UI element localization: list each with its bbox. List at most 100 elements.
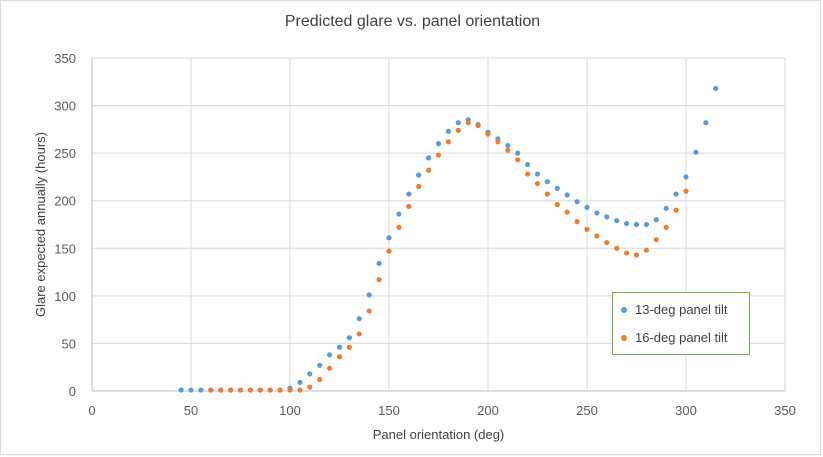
data-point-series-2 (267, 387, 273, 393)
x-tick-label: 100 (279, 403, 301, 418)
data-point-series-1 (564, 192, 570, 198)
data-point-series-2 (485, 131, 491, 137)
data-point-series-2 (257, 387, 263, 393)
data-point-series-1 (643, 221, 650, 228)
data-point-series-1 (426, 155, 432, 161)
data-point-series-1 (416, 172, 422, 178)
x-tick-label: 150 (378, 403, 400, 418)
legend-item-series-1: 13-deg panel tilt (621, 302, 728, 317)
data-point-series-1 (346, 335, 352, 341)
data-point-series-1 (435, 141, 442, 147)
y-tick-label: 100 (54, 289, 76, 304)
x-tick-label: 300 (675, 403, 697, 418)
x-tick-label: 250 (576, 403, 598, 418)
data-point-series-2 (554, 201, 560, 208)
data-point-series-2 (564, 209, 570, 215)
data-point-series-2 (445, 139, 451, 145)
data-point-series-1 (544, 179, 551, 185)
data-point-series-1 (554, 185, 560, 191)
data-point-series-1 (336, 344, 343, 350)
data-point-series-2 (515, 157, 521, 163)
legend-label-series-2: 16-deg panel tilt (635, 330, 728, 345)
legend-item-series-2: 16-deg panel tilt (621, 330, 728, 345)
data-point-series-1 (713, 85, 719, 92)
data-point-series-2 (525, 171, 531, 177)
data-point-series-1 (703, 120, 709, 126)
data-point-series-2 (643, 247, 650, 253)
data-point-series-1 (633, 221, 640, 228)
x-tick-label: 350 (774, 403, 796, 418)
data-point-series-1 (297, 379, 303, 386)
data-point-series-1 (327, 352, 333, 358)
data-point-series-2 (584, 226, 590, 232)
data-point-series-1 (198, 387, 204, 393)
data-point-series-1 (406, 191, 412, 197)
data-point-series-2 (624, 250, 630, 256)
data-point-series-2 (237, 387, 244, 393)
data-point-series-2 (327, 365, 333, 371)
data-point-series-2 (287, 387, 293, 393)
data-point-series-1 (604, 214, 610, 220)
legend-label-series-1: 13-deg panel tilt (635, 302, 728, 317)
y-tick-label: 300 (54, 99, 76, 114)
y-tick-label: 50 (62, 336, 76, 351)
data-point-series-2 (544, 191, 551, 197)
data-point-series-1 (178, 387, 184, 393)
data-point-series-1 (594, 210, 600, 216)
data-point-series-1 (683, 174, 689, 180)
y-axis-title: Glare expected annually (hours) (33, 132, 48, 317)
legend-marker-series-1 (621, 306, 627, 313)
y-tick-label: 150 (54, 241, 76, 256)
data-point-series-2 (376, 277, 382, 283)
x-axis-title: Panel orientation (deg) (373, 427, 505, 442)
data-point-series-2 (218, 387, 224, 393)
data-point-series-1 (663, 205, 669, 211)
data-point-series-1 (505, 142, 511, 149)
data-point-series-2 (416, 183, 422, 190)
data-point-series-1 (376, 260, 382, 267)
data-point-series-2 (208, 387, 214, 393)
legend-marker-series-2 (621, 334, 627, 341)
data-point-series-2 (297, 387, 303, 393)
data-point-series-2 (336, 354, 343, 360)
data-point-series-2 (673, 207, 679, 213)
data-point-series-2 (505, 147, 511, 153)
data-point-series-1 (584, 204, 590, 210)
data-point-series-1 (396, 211, 402, 217)
data-point-series-2 (356, 331, 362, 337)
data-point-series-2 (307, 384, 313, 390)
y-tick-label: 350 (54, 51, 76, 66)
data-point-series-1 (525, 161, 531, 168)
data-point-series-1 (386, 235, 392, 241)
data-point-series-2 (386, 248, 392, 254)
data-point-series-2 (346, 344, 352, 350)
data-point-series-2 (495, 139, 501, 145)
data-point-series-1 (356, 316, 362, 322)
data-point-series-2 (317, 376, 323, 383)
data-point-series-2 (604, 239, 610, 246)
data-point-series-2 (228, 387, 234, 393)
data-point-series-2 (683, 188, 689, 194)
data-point-series-1 (515, 150, 521, 156)
data-point-series-2 (614, 245, 620, 251)
data-point-series-1 (188, 387, 194, 393)
data-point-series-2 (396, 224, 402, 230)
data-point-series-1 (653, 217, 659, 223)
data-point-series-2 (406, 203, 412, 210)
legend: 13-deg panel tilt 16-deg panel tilt (612, 292, 750, 355)
data-point-series-2 (534, 180, 541, 187)
x-tick-label: 200 (477, 403, 499, 418)
data-point-series-1 (366, 292, 372, 298)
data-point-series-2 (465, 120, 471, 126)
data-point-series-1 (693, 149, 699, 155)
chart-title: Predicted glare vs. panel orientation (284, 13, 541, 30)
y-tick-label: 200 (54, 194, 76, 209)
data-point-series-1 (317, 362, 323, 368)
data-point-series-2 (653, 237, 659, 243)
y-tick-label: 0 (69, 384, 76, 399)
data-point-series-2 (455, 127, 461, 133)
data-point-series-1 (673, 191, 679, 197)
data-point-series-1 (624, 220, 630, 227)
